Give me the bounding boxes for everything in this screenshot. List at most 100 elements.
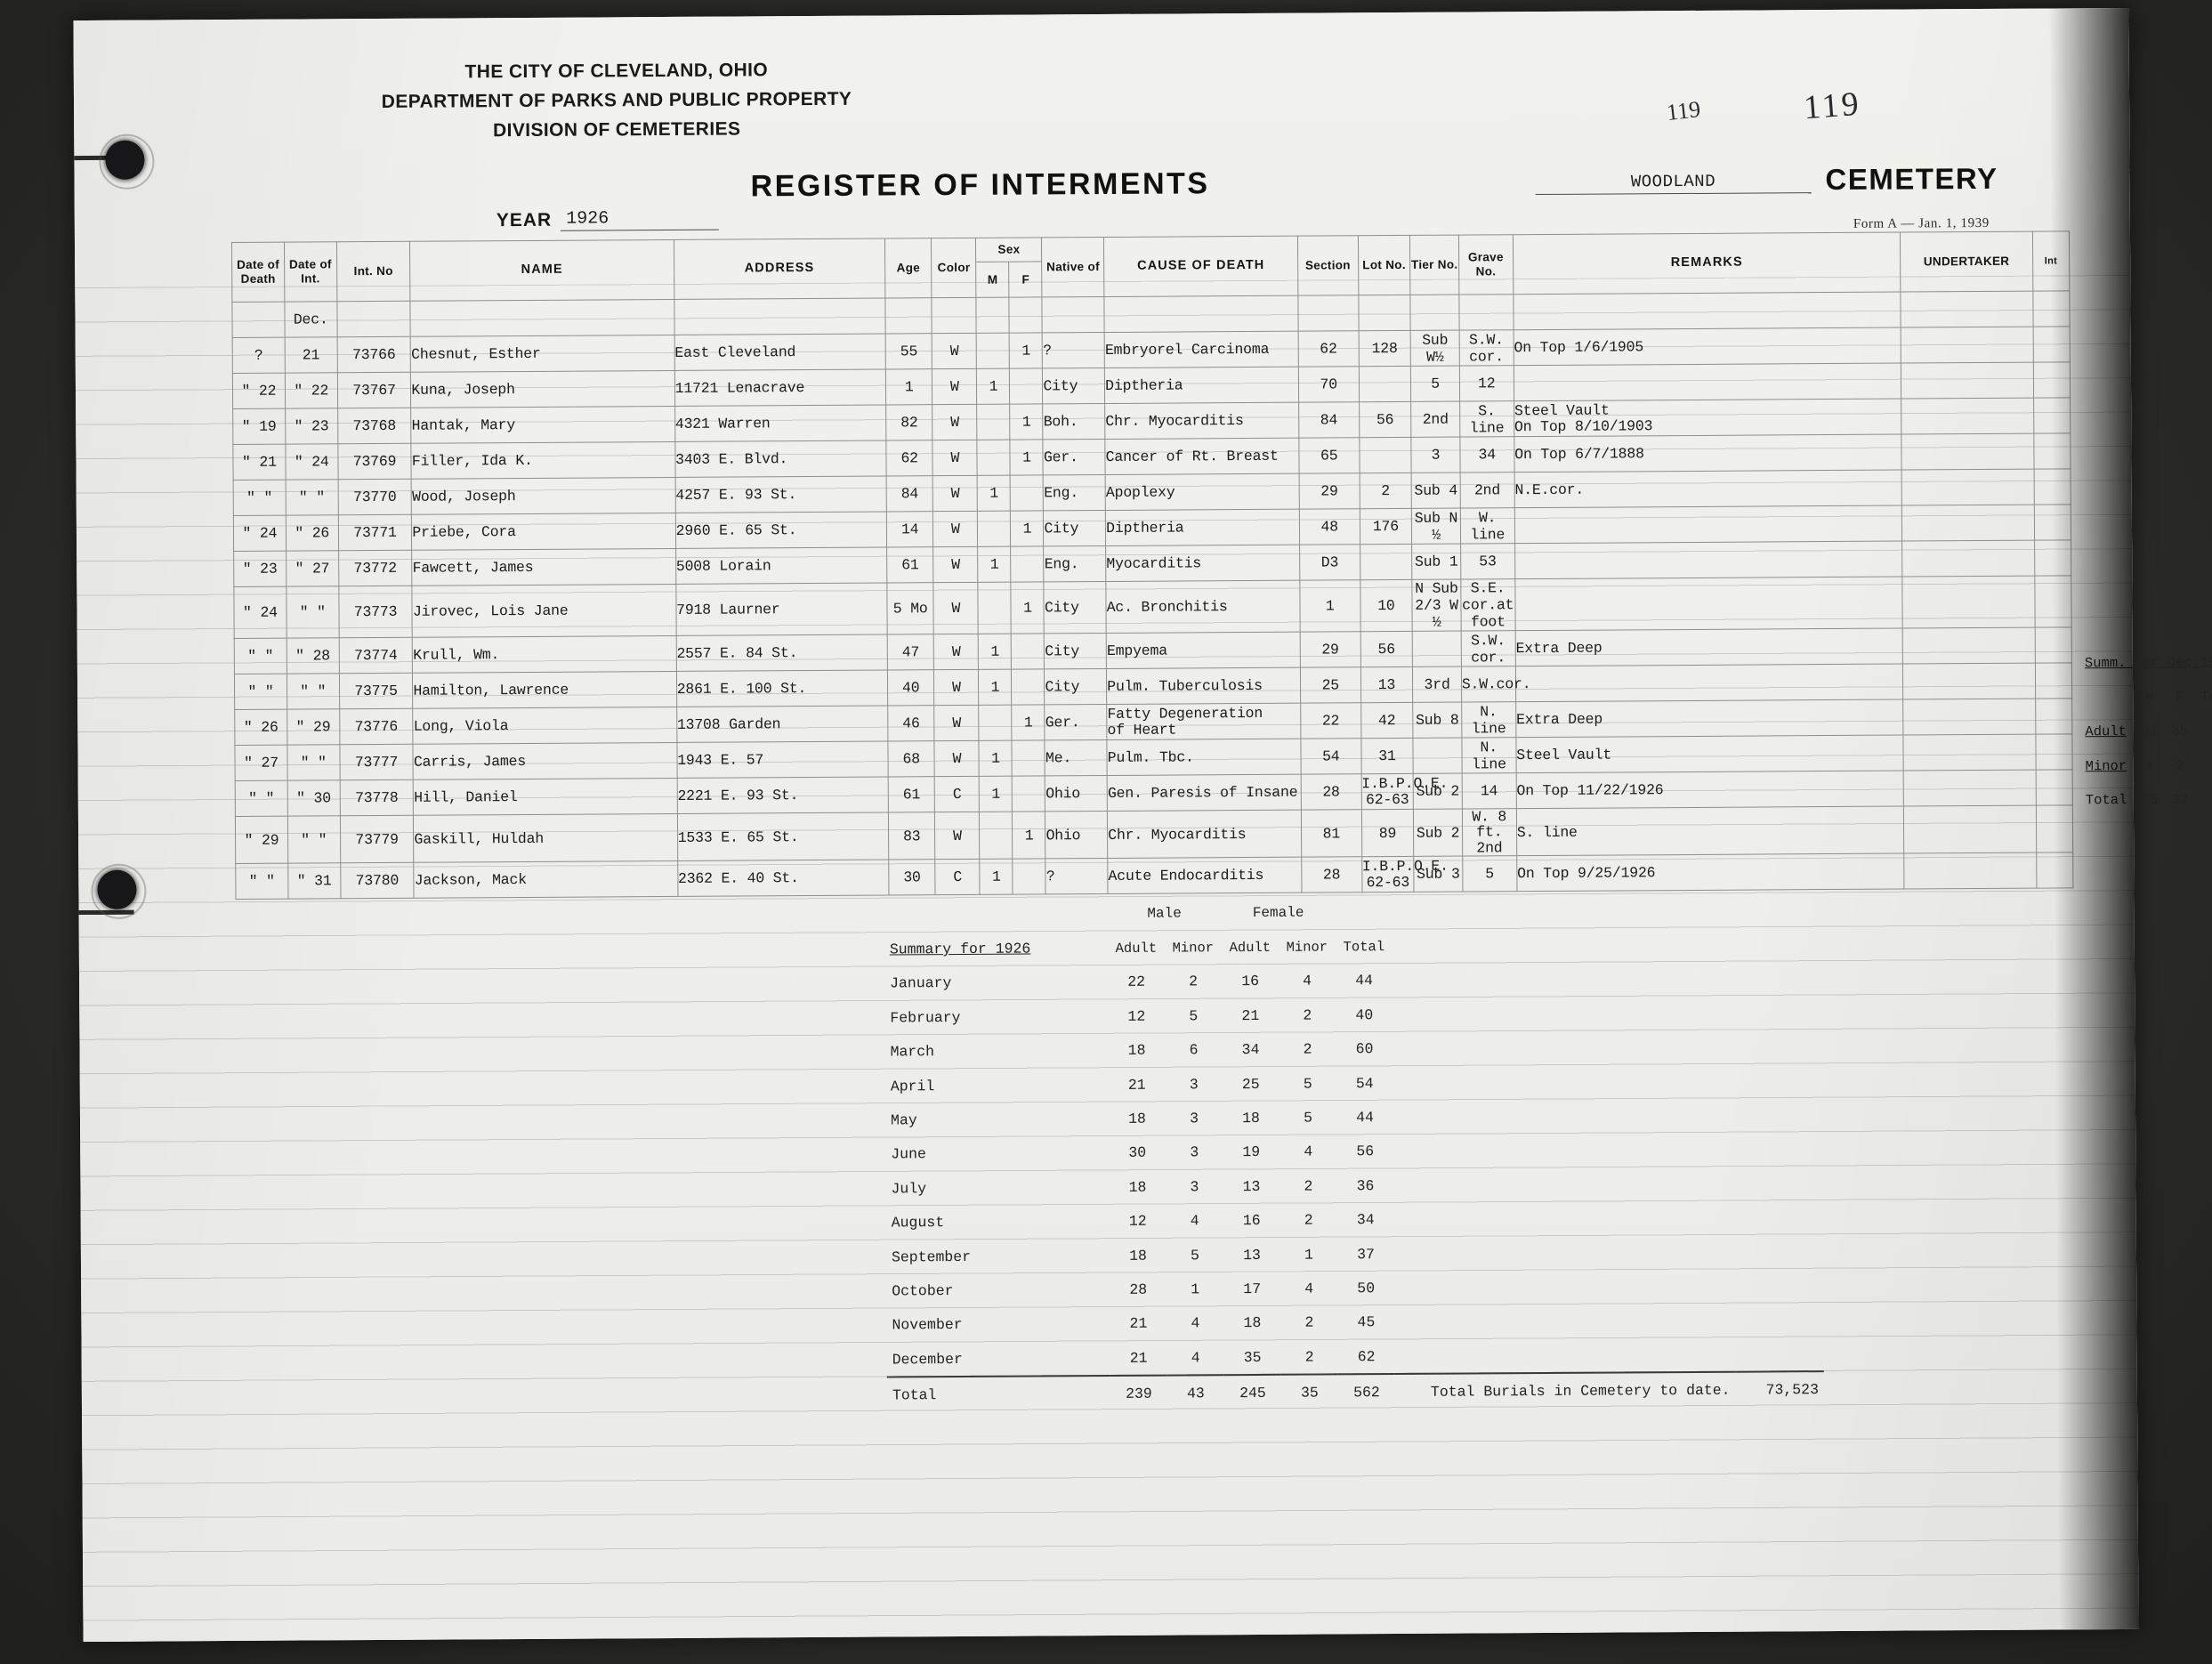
cell-color: W — [933, 582, 979, 634]
cell-lot: I.B.P.O.E. 62-63 — [1361, 856, 1449, 893]
summary-female-adult: 16 — [1241, 973, 1260, 990]
summary-total: 45 — [1357, 1313, 1376, 1331]
dec-col-tot: Tot. — [2200, 689, 2212, 706]
summary-month: December — [892, 1350, 963, 1369]
cell-section: 81 — [1301, 809, 1362, 858]
cell-int_no: 73774 — [338, 637, 413, 674]
cell-name: Krull, Wm. — [412, 635, 677, 674]
cell-age: 40 — [887, 669, 934, 706]
summary-month: September — [891, 1248, 972, 1266]
cell-int_no: 73775 — [339, 673, 414, 709]
cell-dod: " " — [234, 638, 287, 674]
cell-section: D3 — [1299, 544, 1360, 581]
summary-total: 36 — [1356, 1176, 1375, 1195]
cell-m: 1 — [977, 546, 1012, 583]
col-address: ADDRESS — [674, 238, 885, 300]
dec-summary-title: Summ. for Dec.1926 — [2084, 654, 2212, 672]
summary-total: 62 — [1357, 1347, 1376, 1366]
monthly-summary-row: October 28 1 17 4 50 — [886, 1268, 1823, 1308]
cell-remarks — [1514, 505, 1902, 544]
cell-cause: Ac. Bronchitis — [1106, 580, 1301, 634]
cemetery-label: CEMETERY — [1825, 161, 1998, 197]
cell-int_no: 73772 — [338, 550, 413, 586]
summary-total: 44 — [1355, 972, 1374, 990]
cell-native: Boh. — [1043, 403, 1106, 440]
cell-last — [2035, 804, 2073, 853]
cell-undertaker — [1901, 540, 2035, 578]
cell-color: W — [933, 705, 980, 741]
dec-col-m: M — [2144, 689, 2154, 706]
cell-section: 28 — [1301, 857, 1362, 893]
letterhead: THE CITY OF CLEVELAND, OHIO DEPARTMENT O… — [341, 54, 893, 146]
cell-cause: Pulm. Tuberculosis — [1106, 667, 1301, 705]
cell-undertaker — [1903, 805, 2037, 854]
cell-undertaker — [1901, 469, 2034, 506]
cell-name: Long, Viola — [413, 707, 677, 745]
col-tier-no: Tier No. — [1409, 235, 1459, 295]
monthly-summary-group-row: Male Female — [884, 893, 1820, 933]
cell-remarks: S. line — [1516, 806, 1905, 857]
cell-f: 1 — [1012, 811, 1046, 860]
cell-cause: Chr. Myocarditis — [1107, 810, 1302, 859]
letterhead-line-3: DIVISION OF CEMETERIES — [492, 118, 741, 141]
cell-f — [1010, 474, 1044, 512]
cell-m — [977, 511, 1012, 547]
cell-age: 5 Mo — [886, 582, 934, 634]
cell-age: 55 — [885, 333, 932, 370]
month-header-cell: Dec. — [284, 301, 337, 338]
summary-male-minor: 4 — [1191, 1314, 1200, 1332]
cell-name: Hamilton, Lawrence — [412, 671, 677, 709]
cell-tier — [1413, 738, 1462, 774]
cell-lot — [1360, 544, 1413, 580]
summary-male-adult: 21 — [1127, 1076, 1146, 1094]
summary-female-adult: 25 — [1241, 1075, 1260, 1093]
summary-male-minor: 5 — [1190, 1246, 1199, 1264]
cell-name: Fawcett, James — [411, 548, 676, 586]
cell-age: 62 — [885, 440, 933, 477]
cell-m: 1 — [976, 368, 1011, 405]
cell-tier: Sub W½ — [1410, 330, 1460, 367]
summary-male-adult: 28 — [1129, 1280, 1148, 1298]
cell-native: City — [1042, 368, 1105, 404]
cell-dod: " 24 — [233, 515, 287, 552]
cell-undertaker — [1902, 627, 2035, 665]
december-summary: Summ. for Dec.1926MFTot.Adult213556Minor… — [2081, 646, 2212, 818]
cell-dod: " 21 — [232, 444, 286, 481]
summary-total: 44 — [1356, 1109, 1374, 1127]
group-female: Female — [1252, 904, 1304, 922]
cell-last — [2034, 626, 2072, 664]
cell-cause: Gen. Paresis of Insane — [1107, 774, 1302, 812]
summary-total: 37 — [1356, 1245, 1375, 1263]
cell-color: W — [934, 812, 981, 860]
cell-remarks: N.E.cor. — [1514, 470, 1902, 508]
cell-remarks — [1515, 664, 1904, 702]
monthly-summary-row: April 21 3 25 5 54 — [885, 1063, 1822, 1103]
cell-f — [1013, 859, 1046, 895]
cell-int_no: 73770 — [337, 479, 412, 515]
cell-m — [978, 582, 1012, 634]
monthly-summary-row: February 12 5 21 2 40 — [884, 995, 1821, 1035]
cell-section: 1 — [1299, 579, 1360, 633]
cell-lot: 2 — [1359, 473, 1412, 509]
cell-undertaker — [1901, 362, 2034, 400]
interments-table: Date of Death Date of Int. Int. No NAME … — [231, 230, 2073, 900]
cell-f: 1 — [1010, 403, 1044, 440]
cell-remarks: Extra Deep — [1514, 628, 1903, 666]
monthly-summary-row: September 18 5 13 1 37 — [886, 1234, 1823, 1274]
col-native-of: Native of — [1041, 237, 1105, 297]
table-header-row: Date of Death Date of Int. Int. No NAME … — [231, 230, 2070, 303]
cell-dod: " 24 — [233, 586, 287, 639]
cell-doi: " 28 — [287, 637, 340, 674]
cell-cause: Embryorel Carcinoma — [1104, 331, 1299, 368]
summary-month: February — [890, 1008, 961, 1027]
cell-lot: 128 — [1358, 330, 1411, 367]
cell-color: C — [935, 859, 981, 896]
monthly-summary-row: July 18 3 13 2 36 — [885, 1166, 1822, 1206]
cell-remarks — [1514, 541, 1903, 579]
cell-age: 47 — [887, 634, 934, 670]
cell-address: 1533 E. 65 St. — [677, 812, 889, 861]
cell-m: 1 — [978, 669, 1013, 706]
cell-doi: " 31 — [287, 863, 341, 900]
cell-cause: Diptheria — [1105, 509, 1300, 546]
cell-grave: N. line — [1461, 701, 1516, 739]
